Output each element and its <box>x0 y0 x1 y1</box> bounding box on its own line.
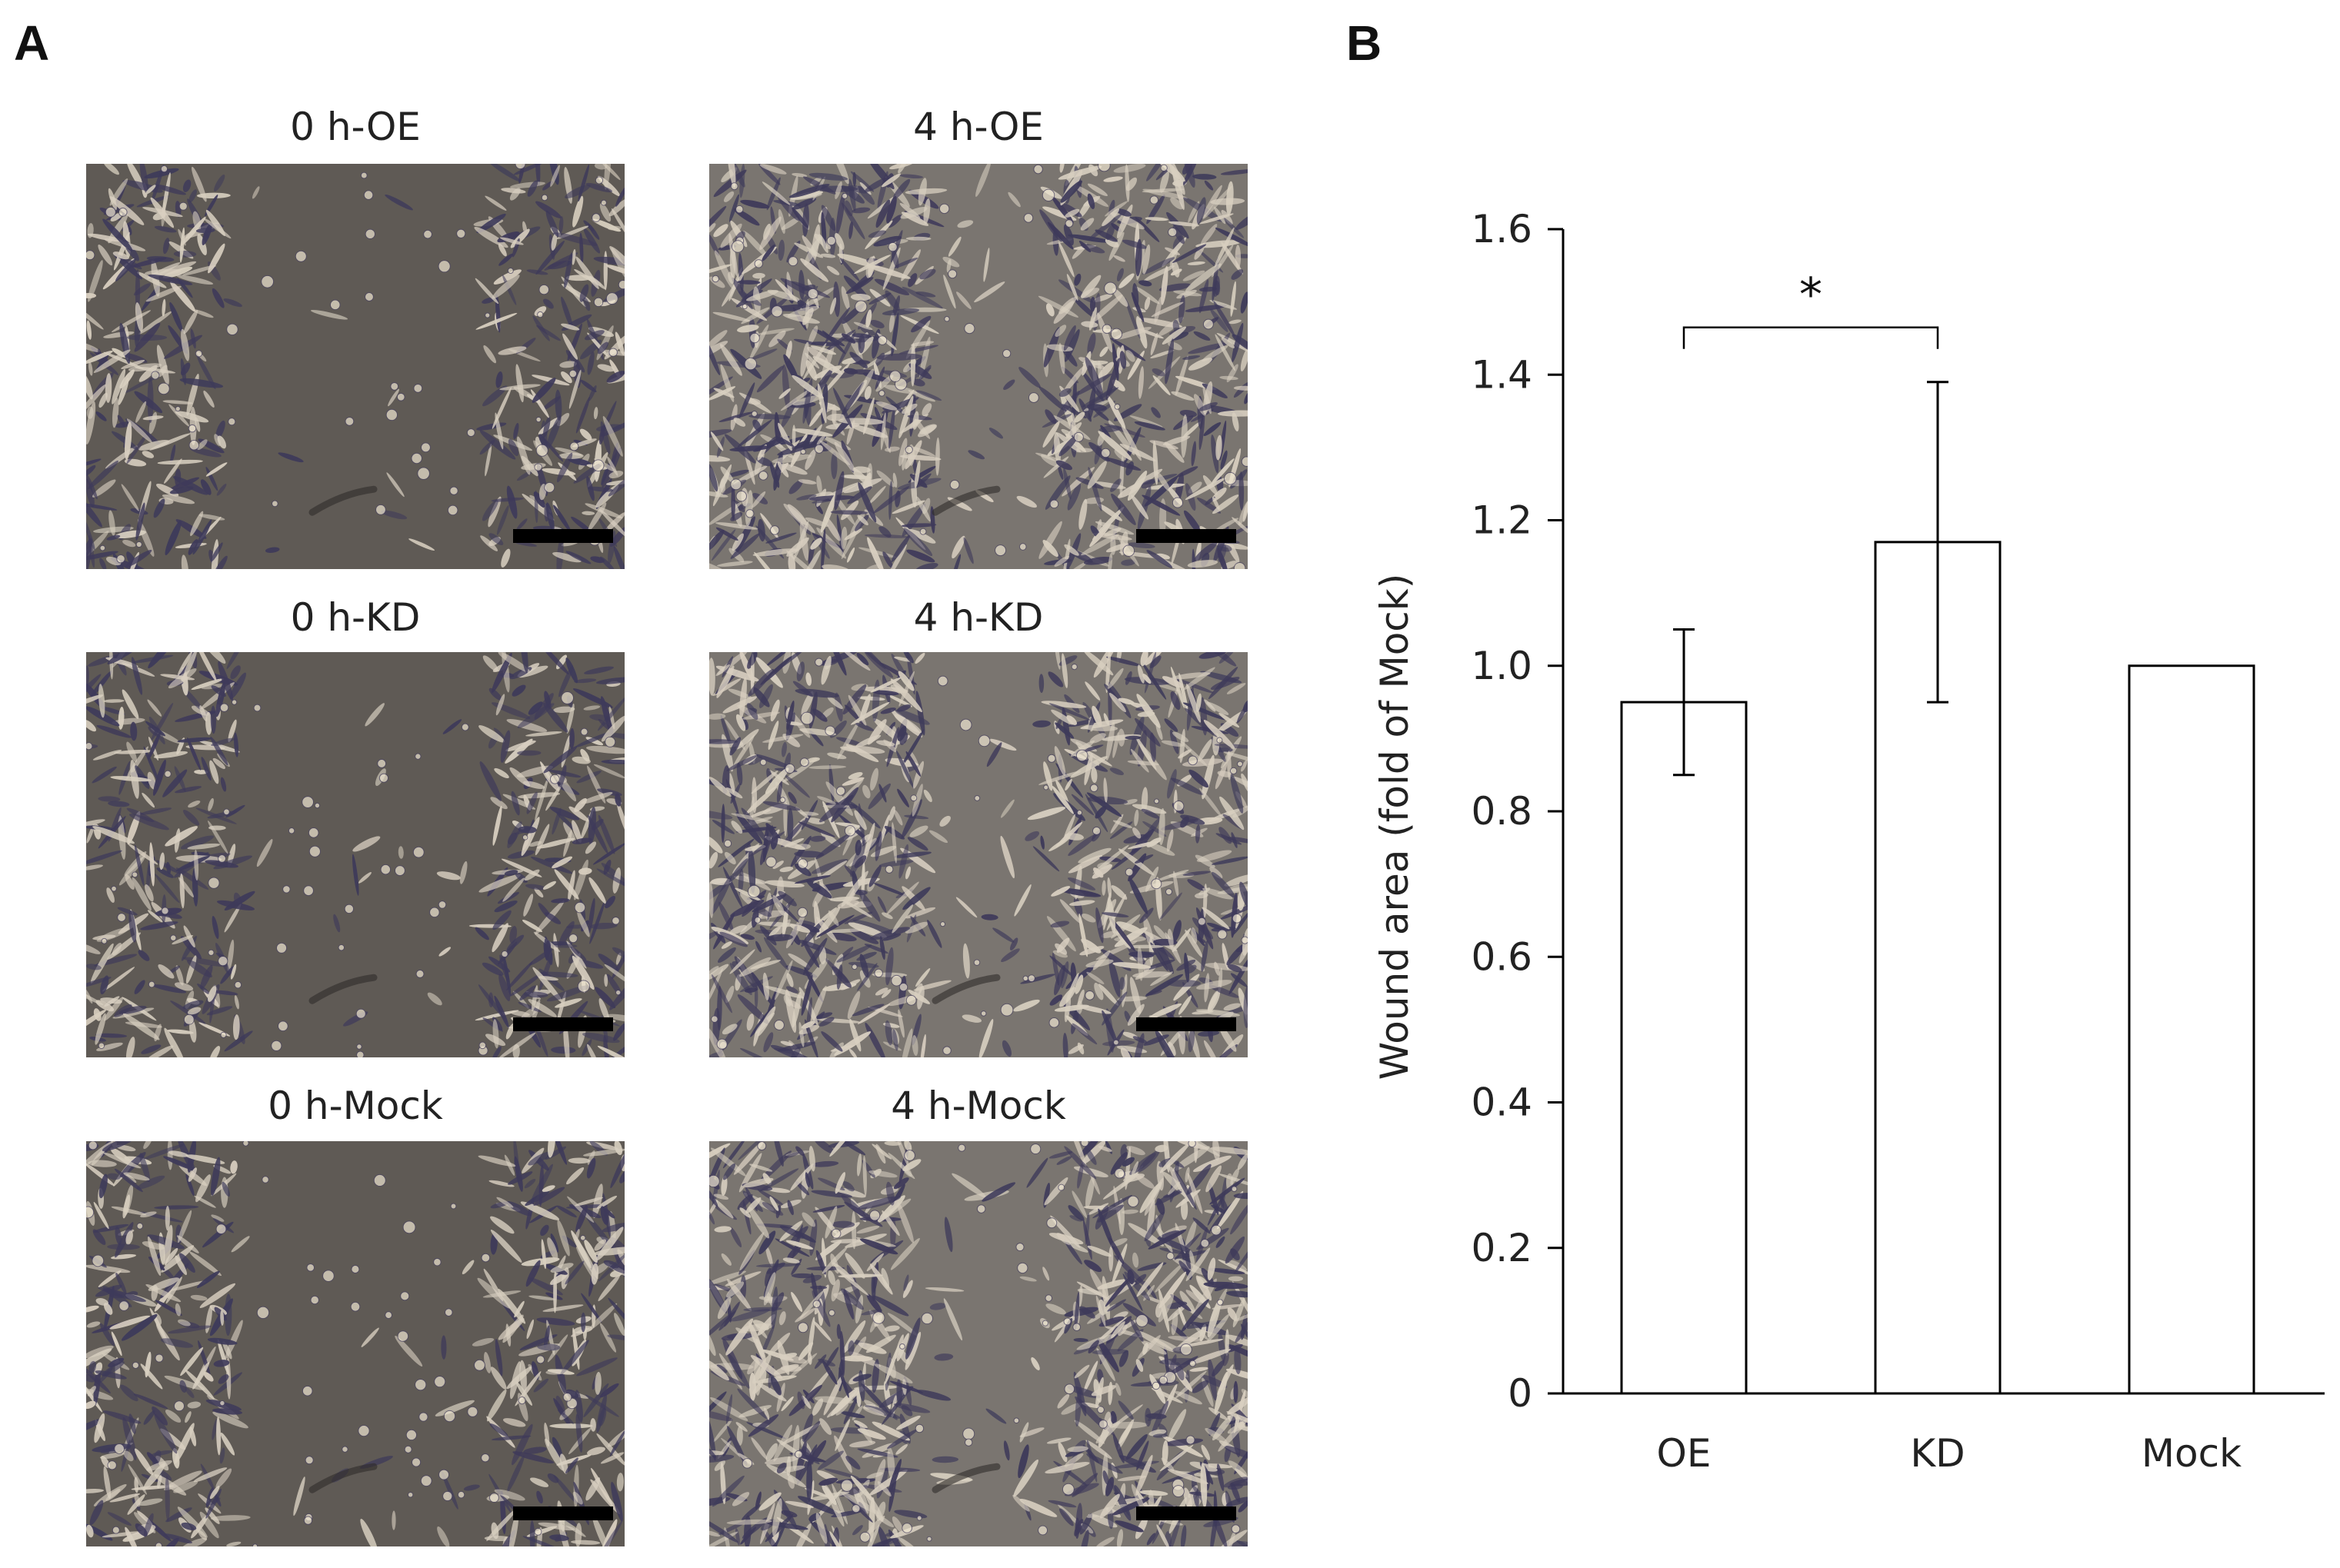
scale-bar <box>513 1017 613 1031</box>
bar-chart-panel: 0 0.2 0.4 0.6 0.8 1.0 1.2 1.4 1.6 Wound area (fol… <box>1354 185 2331 1523</box>
micrograph-0h-kd <box>86 652 625 1057</box>
bar-mock <box>2128 664 2255 1395</box>
scale-bar <box>1136 1506 1236 1520</box>
micrograph-image <box>709 1141 1248 1546</box>
y-tick-label: 1.0 <box>1471 644 1532 688</box>
panel-label-b: B <box>1346 15 1382 71</box>
y-tick-label: 0.4 <box>1471 1080 1532 1125</box>
micrograph-image <box>86 652 625 1057</box>
micrograph-title: 4 h-OE <box>913 105 1044 149</box>
y-tick-label: 0 <box>1508 1371 1532 1416</box>
error-bar-kd <box>1927 381 1948 704</box>
micrograph-title: 0 h-Mock <box>268 1084 443 1128</box>
micrograph-title: 4 h-KD <box>913 595 1044 640</box>
micrograph-image <box>709 652 1248 1057</box>
bar-oe <box>1620 701 1748 1395</box>
bar-chart: 0 0.2 0.4 0.6 0.8 1.0 1.2 1.4 1.6 Wound area (fol… <box>1372 207 2325 1476</box>
micrograph-image <box>86 164 625 569</box>
error-bar-oe <box>1673 628 1695 777</box>
y-tick-label: 1.6 <box>1471 207 1532 251</box>
x-tick-label: OE <box>1657 1431 1712 1476</box>
micrograph-title: 0 h-KD <box>290 595 421 640</box>
x-tick-label: KD <box>1910 1431 1965 1476</box>
micrograph-0h-oe <box>86 164 625 569</box>
micrograph-title: 4 h-Mock <box>891 1084 1066 1128</box>
scale-bar <box>1136 529 1236 543</box>
micrograph-title: 0 h-OE <box>290 105 421 149</box>
x-tick-label: Mock <box>2142 1431 2242 1476</box>
micrograph-4h-oe <box>709 164 1248 569</box>
scale-bar <box>513 529 613 543</box>
y-tick-label: 1.2 <box>1471 498 1532 543</box>
y-tick-label: 0.6 <box>1471 934 1532 979</box>
micrograph-4h-kd <box>709 652 1248 1057</box>
panel-label-a: A <box>14 15 50 71</box>
micrograph-image <box>709 164 1248 569</box>
y-tick-label: 1.4 <box>1471 352 1532 397</box>
y-axis-title: Wound area (fold of Mock) <box>1372 574 1417 1080</box>
scale-bar <box>1136 1017 1236 1031</box>
y-tick-label: 0.8 <box>1471 789 1532 834</box>
micrograph-image <box>86 1141 625 1546</box>
y-tick-label: 0.2 <box>1471 1226 1532 1270</box>
micrograph-0h-mock <box>86 1141 625 1546</box>
scale-bar <box>513 1506 613 1520</box>
significance-label: * <box>1799 268 1822 322</box>
micrograph-4h-mock <box>709 1141 1248 1546</box>
significance-bracket <box>1682 326 1939 349</box>
